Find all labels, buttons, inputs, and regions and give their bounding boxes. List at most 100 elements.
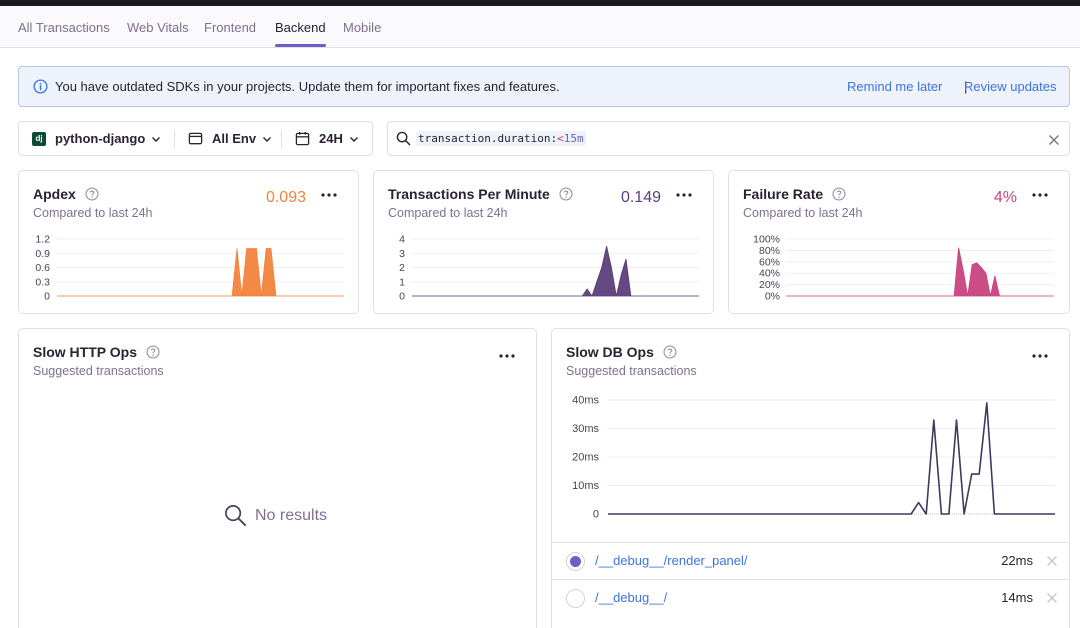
- project-selector[interactable]: dj python-django: [32, 122, 161, 155]
- environment-selector-label: All Env: [212, 131, 257, 146]
- search-token-operator: <: [557, 132, 564, 145]
- transaction-link[interactable]: /__debug__/render_panel/: [595, 553, 748, 568]
- y-tick-label: 0%: [765, 291, 780, 303]
- slow-db-title: Slow DB Ops: [566, 344, 654, 360]
- failure-rate-title: Failure Rate: [743, 186, 824, 202]
- failure-rate-card: Failure Rate Compared to last 24h 4% 100…: [728, 170, 1070, 314]
- y-tick-label: 30ms: [572, 423, 599, 435]
- performance-tabs: All Transactions Web Vitals Frontend Bac…: [0, 6, 1080, 48]
- tab-backend[interactable]: Backend: [275, 20, 326, 35]
- failure-rate-card-title: Failure Rate: [743, 186, 846, 202]
- y-tick-label: 4: [399, 234, 405, 246]
- y-tick-label: 0.9: [35, 248, 50, 260]
- tpm-card: Transactions Per Minute Compared to last…: [373, 170, 714, 314]
- search-token-colon: :: [550, 132, 558, 145]
- close-icon[interactable]: [1046, 555, 1058, 567]
- y-tick-label: 80%: [759, 245, 780, 257]
- tpm-chart: 4 3 2 1 0: [399, 234, 699, 303]
- search-icon: [225, 505, 247, 527]
- date-range-selector[interactable]: 24H: [295, 122, 359, 155]
- apdex-card: Apdex Compared to last 24h 0.093 1.2 0.9 0…: [18, 170, 359, 314]
- filter-divider: [281, 130, 282, 148]
- row-radio-selected[interactable]: [566, 552, 585, 571]
- transaction-duration: 22ms: [1001, 553, 1033, 568]
- empty-state: No results: [224, 504, 327, 527]
- y-tick-label: 2: [399, 262, 405, 274]
- y-tick-label: 0: [593, 509, 599, 521]
- y-tick-label: 0: [399, 291, 405, 303]
- y-tick-label: 0: [44, 291, 50, 303]
- remind-me-later-link[interactable]: Remind me later: [847, 79, 943, 94]
- row-radio[interactable]: [566, 589, 585, 608]
- slow-db-chart: 40ms 30ms 20ms 10ms 0: [572, 395, 1055, 521]
- calendar-icon: [295, 131, 310, 146]
- y-tick-label: 100%: [753, 234, 780, 246]
- apdex-title: Apdex: [33, 186, 76, 202]
- chevron-down-icon: [263, 136, 272, 142]
- transaction-row[interactable]: /__debug__/ 14ms: [552, 579, 1069, 616]
- tpm-subtitle: Compared to last 24h: [388, 206, 508, 220]
- clear-search-icon[interactable]: [1048, 134, 1060, 146]
- window-icon: [188, 132, 203, 145]
- outdated-sdk-alert: You have outdated SDKs in your projects.…: [18, 66, 1070, 107]
- question-icon[interactable]: [559, 187, 573, 201]
- slow-http-card-title: Slow HTTP Ops: [33, 344, 160, 360]
- y-tick-label: 1.2: [35, 234, 50, 246]
- y-tick-label: 10ms: [572, 480, 599, 492]
- failure-rate-value: 4%: [993, 189, 1017, 206]
- question-icon[interactable]: [85, 187, 99, 201]
- close-icon[interactable]: [1046, 592, 1058, 604]
- tpm-value: 0.149: [620, 189, 661, 206]
- alert-message: You have outdated SDKs in your projects.…: [55, 79, 560, 94]
- transaction-search-bar[interactable]: transaction.duration:<15m: [387, 121, 1070, 156]
- chevron-down-icon: [152, 136, 161, 142]
- transaction-link[interactable]: /__debug__/: [595, 590, 668, 605]
- environment-selector[interactable]: All Env: [188, 122, 272, 155]
- tab-frontend[interactable]: Frontend: [204, 20, 257, 35]
- slow-db-ops-card: Slow DB Ops Suggested transactions 40ms 3…: [551, 328, 1070, 628]
- page-filter-bar: dj python-django All Env 24H: [18, 121, 373, 156]
- more-options-icon[interactable]: [675, 188, 693, 202]
- window-top-bar: [0, 0, 1080, 6]
- more-options-icon[interactable]: [498, 349, 516, 363]
- failure-rate-subtitle: Compared to last 24h: [743, 206, 863, 220]
- series-area: [786, 247, 1054, 297]
- transaction-row[interactable]: /__debug__/render_panel/ 22ms: [552, 542, 1069, 579]
- search-icon: [396, 131, 411, 146]
- filter-divider: [174, 130, 175, 148]
- series-area: [412, 246, 699, 297]
- y-tick-label: 60%: [759, 256, 780, 268]
- question-icon[interactable]: [146, 345, 160, 359]
- series-line: [608, 402, 1055, 515]
- slow-db-card-title: Slow DB Ops: [566, 344, 677, 360]
- question-icon[interactable]: [832, 187, 846, 201]
- tab-web-vitals[interactable]: Web Vitals: [127, 20, 189, 35]
- review-updates-link[interactable]: Review updates: [964, 79, 1057, 94]
- search-token-value: 15m: [563, 132, 584, 145]
- apdex-subtitle: Compared to last 24h: [33, 206, 153, 220]
- y-tick-label: 3: [399, 248, 405, 260]
- question-icon[interactable]: [663, 345, 677, 359]
- chevron-down-icon: [349, 136, 358, 142]
- search-token[interactable]: transaction.duration:<15m: [416, 131, 586, 146]
- no-results-text: No results: [255, 506, 328, 524]
- more-options-icon[interactable]: [1031, 188, 1049, 202]
- tab-mobile[interactable]: Mobile: [343, 20, 382, 35]
- more-options-icon[interactable]: [1031, 349, 1049, 363]
- date-range-label: 24H: [319, 131, 343, 146]
- y-tick-label: 40%: [759, 268, 780, 280]
- project-selector-label: python-django: [55, 131, 146, 146]
- more-options-icon[interactable]: [320, 188, 338, 202]
- apdex-card-title: Apdex: [33, 186, 99, 202]
- search-token-key: transaction.duration: [418, 132, 551, 145]
- failure-rate-chart: 100%80%60%40%20%0%: [753, 234, 1054, 303]
- tab-all-transactions[interactable]: All Transactions: [18, 20, 110, 35]
- slow-http-ops-card: Slow HTTP Ops Suggested transactions No …: [18, 328, 537, 628]
- alert-separator: |: [964, 79, 968, 94]
- y-tick-label: 1: [399, 276, 405, 288]
- slow-db-subtitle: Suggested transactions: [566, 364, 697, 378]
- apdex-chart: 1.2 0.9 0.6 0.3 0: [35, 234, 344, 303]
- series-area: [57, 248, 344, 297]
- slow-http-subtitle: Suggested transactions: [33, 364, 164, 378]
- info-icon: [33, 79, 48, 94]
